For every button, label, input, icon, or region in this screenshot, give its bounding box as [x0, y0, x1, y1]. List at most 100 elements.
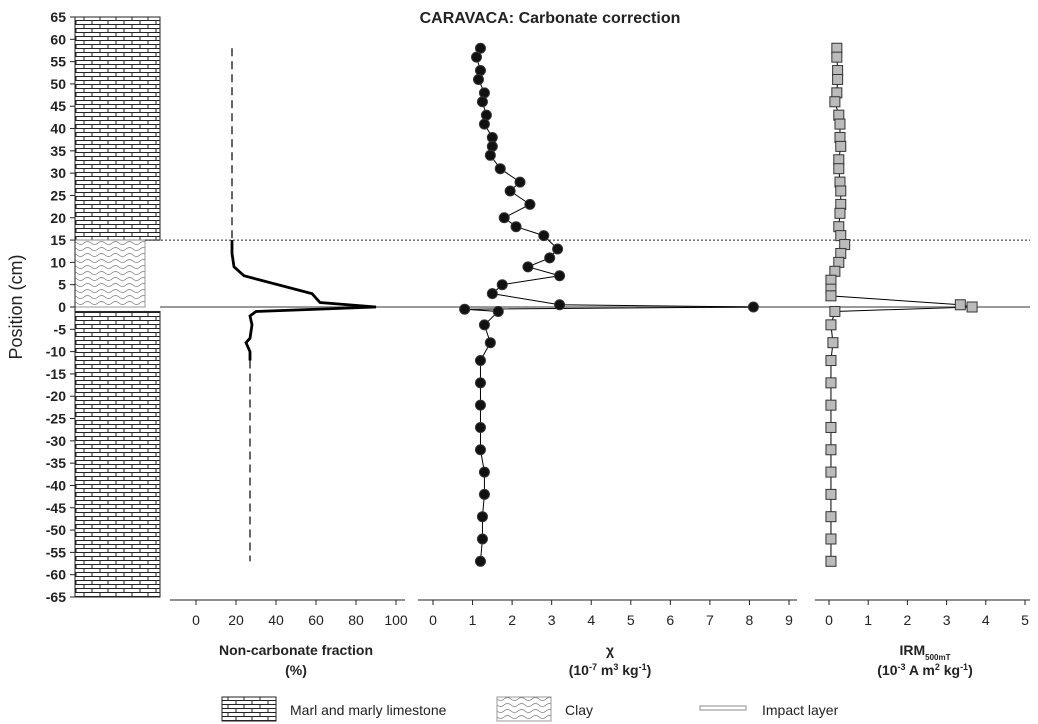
x-axis-label: IRM500mT	[899, 642, 950, 662]
label-part: )	[647, 662, 652, 678]
point	[825, 488, 837, 500]
label-part: kg	[940, 662, 960, 678]
x-tick-label: 0	[192, 612, 200, 628]
point	[474, 42, 486, 54]
point	[825, 421, 837, 433]
point	[486, 140, 498, 152]
point	[484, 337, 496, 349]
x-tick-label: 8	[746, 612, 754, 628]
point	[496, 279, 508, 291]
label-part: Non-carbonate fraction	[219, 642, 373, 658]
label-part: -7	[589, 662, 597, 672]
x-axis-label: (10-7 m3 kg-1)	[569, 662, 652, 678]
label-part: 3	[613, 662, 618, 672]
x-tick-label: 4	[587, 612, 595, 628]
point	[825, 290, 837, 302]
point	[478, 488, 490, 500]
x-tick-label: 100	[384, 612, 408, 628]
marl-layer	[74, 310, 161, 598]
point	[747, 301, 759, 313]
label-part: -1	[960, 662, 968, 672]
point	[486, 288, 498, 300]
y-tick-label: 10	[50, 254, 66, 270]
chart-title: CARAVACA: Carbonate correction	[420, 10, 681, 27]
legend-label: Marl and marly limestone	[290, 702, 447, 718]
point	[834, 118, 846, 130]
point	[494, 163, 506, 175]
point	[474, 444, 486, 456]
label-part: -3	[897, 662, 905, 672]
point	[504, 185, 516, 197]
x-tick-label: 2	[904, 612, 912, 628]
clay-layer	[74, 239, 146, 308]
x-tick-label: 60	[308, 612, 324, 628]
point	[554, 299, 566, 311]
x-tick-label: 40	[268, 612, 284, 628]
label-part: 2	[935, 662, 940, 672]
marl-layer	[74, 16, 161, 241]
point	[524, 198, 536, 210]
point	[478, 319, 490, 331]
legend-label: Clay	[565, 702, 593, 718]
point	[829, 96, 841, 108]
label-part: IRM	[899, 642, 925, 658]
label-part: (10	[569, 662, 589, 678]
y-tick-label: 40	[50, 121, 66, 137]
y-tick-label: -55	[46, 544, 66, 560]
x-axis-label: χ	[606, 642, 614, 658]
y-tick-label: 5	[58, 277, 66, 293]
x-tick-label: 0	[825, 612, 833, 628]
point	[831, 51, 843, 63]
x-tick-label: 1	[864, 612, 872, 628]
point	[538, 230, 550, 242]
series-line	[830, 48, 973, 562]
label-part: m	[597, 662, 613, 678]
point	[474, 421, 486, 433]
point	[833, 163, 845, 175]
x-tick-label: 4	[982, 612, 990, 628]
y-tick-label: -15	[46, 366, 66, 382]
legend-swatch	[221, 696, 277, 722]
x-tick-label: 5	[1021, 612, 1029, 628]
point	[544, 252, 556, 264]
y-tick-label: 15	[50, 232, 66, 248]
point	[478, 118, 490, 130]
y-tick-label: 45	[50, 98, 66, 114]
x-tick-label: 80	[348, 612, 364, 628]
point	[827, 337, 839, 349]
point	[825, 466, 837, 478]
legend: Marl and marly limestone Clay Impact lay…	[221, 696, 839, 722]
point	[471, 51, 483, 63]
point	[474, 65, 486, 77]
y-tick-label: -40	[46, 477, 66, 493]
y-tick-label: -5	[54, 321, 67, 337]
x-tick-label: 9	[785, 612, 793, 628]
label-part: kg	[618, 662, 638, 678]
point	[835, 185, 847, 197]
point	[522, 261, 534, 273]
point	[484, 149, 496, 161]
point	[825, 511, 837, 523]
y-tick-label: -65	[46, 589, 66, 605]
label-part: A m	[906, 662, 935, 678]
x-tick-label: 1	[469, 612, 477, 628]
x-axis-label: (%)	[285, 662, 307, 678]
y-tick-label: -25	[46, 411, 66, 427]
x-tick-label: 5	[627, 612, 635, 628]
y-tick-label: -30	[46, 433, 66, 449]
x-tick-label: 2	[508, 612, 516, 628]
y-tick-label: -50	[46, 522, 66, 538]
y-tick-label: 35	[50, 143, 66, 159]
point	[825, 533, 837, 545]
point	[832, 73, 844, 85]
x-tick-label: 6	[666, 612, 674, 628]
y-tick-label: -60	[46, 567, 66, 583]
point	[480, 109, 492, 121]
series-line	[230, 240, 377, 361]
label-part: (10	[877, 662, 897, 678]
point	[825, 377, 837, 389]
point	[476, 96, 488, 108]
y-tick-label: 55	[50, 54, 66, 70]
legend-label: Impact layer	[762, 702, 839, 718]
point	[472, 73, 484, 85]
